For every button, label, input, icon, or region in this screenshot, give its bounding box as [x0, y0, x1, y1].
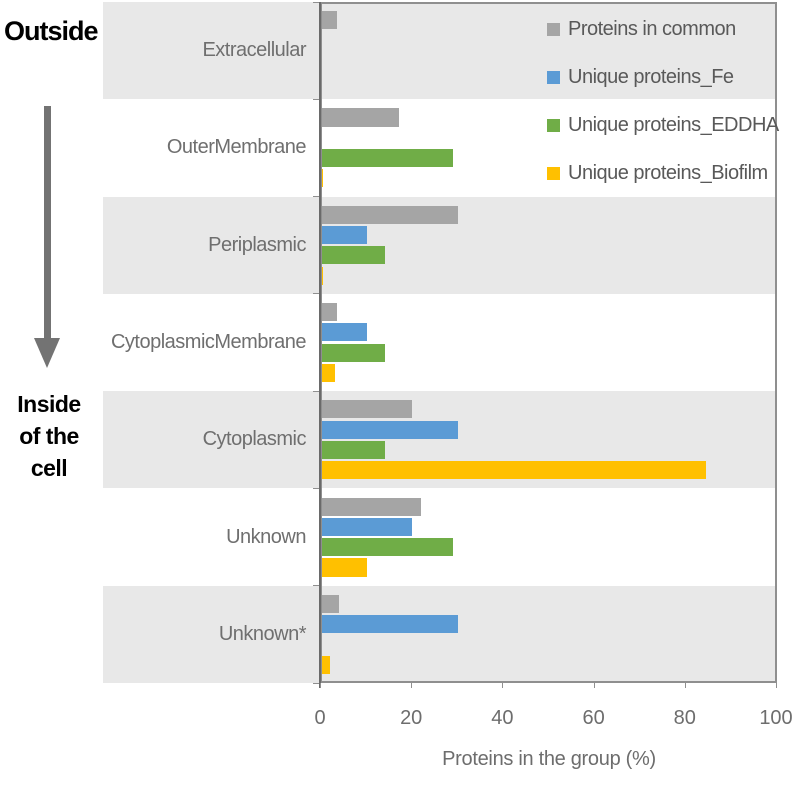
- row-stripe-unknown: [103, 585, 777, 683]
- row-stripe-unknown: [103, 488, 777, 586]
- bar-proteins-in-common-periplasmic: [321, 205, 458, 224]
- legend-label-proteins-in-common: Proteins in common: [568, 17, 736, 40]
- category-tick: [313, 390, 321, 392]
- category-tick: [313, 487, 321, 489]
- legend-swatch-unique-proteins-biofilm: [547, 166, 560, 180]
- legend-swatch-proteins-in-common: [547, 22, 560, 36]
- bar-unique-proteins-fe-unknown: [321, 517, 413, 537]
- plot-border: [320, 2, 777, 683]
- bar-unique-proteins-eddha-cytoplasmic: [321, 440, 385, 460]
- legend-item-proteins-in-common: Proteins in common: [547, 18, 736, 40]
- category-tick: [313, 1, 321, 3]
- x-axis-tick-label: 40: [491, 707, 514, 729]
- inside-label: Inside of the cell: [17, 391, 81, 482]
- bar-proteins-in-common-cytoplasmicmembrane: [321, 302, 337, 322]
- bar-unique-proteins-eddha-unknown: [321, 538, 454, 557]
- bar-unique-proteins-biofilm-cytoplasmic: [321, 461, 707, 480]
- x-axis-tick-label: 0: [314, 707, 326, 729]
- bar-proteins-in-common-unknown: [321, 594, 340, 614]
- x-axis-tick-label: 20: [400, 707, 423, 729]
- outside-label: Outside: [4, 16, 99, 46]
- row-stripe-extracellular: [103, 2, 777, 100]
- bar-unique-proteins-biofilm-unknown: [321, 558, 367, 577]
- bar-unique-proteins-fe-cytoplasmicmembrane: [321, 323, 367, 342]
- x-axis-tick-label: 80: [673, 707, 696, 729]
- x-axis-tick: [684, 683, 686, 688]
- x-axis-tick-label: 100: [759, 707, 792, 729]
- category-tick: [313, 98, 321, 100]
- legend-swatch-unique-proteins-eddha: [547, 118, 560, 132]
- x-axis-tick: [411, 683, 413, 688]
- y-axis-line: [319, 2, 321, 688]
- category-label-cytoplasmic: Cytoplasmic: [202, 428, 307, 451]
- x-axis-tick-label: 60: [582, 707, 605, 729]
- legend-label-unique-proteins-biofilm: Unique proteins_Biofilm: [568, 161, 768, 184]
- bar-unique-proteins-eddha-cytoplasmicmembrane: [321, 343, 385, 362]
- x-axis-tick: [593, 683, 595, 688]
- bar-unique-proteins-fe-unknown: [321, 615, 458, 634]
- category-label-periplasmic: Periplasmic: [208, 233, 306, 256]
- bar-unique-proteins-biofilm-cytoplasmicmembrane: [321, 363, 335, 383]
- category-label-extracellular: Extracellular: [202, 39, 306, 62]
- category-tick: [313, 293, 321, 295]
- category-tick: [313, 585, 321, 587]
- x-axis-tick: [320, 683, 321, 688]
- bar-unique-proteins-fe-cytoplasmic: [321, 420, 458, 439]
- outside-to-inside-arrow-head: [34, 338, 60, 368]
- bar-unique-proteins-fe-periplasmic: [321, 225, 367, 245]
- legend-item-unique-proteins-biofilm: Unique proteins_Biofilm: [547, 162, 768, 184]
- outside-to-inside-arrow-shaft: [44, 106, 51, 339]
- row-stripe-outermembrane: [103, 99, 777, 197]
- x-axis-tick: [776, 683, 777, 688]
- legend-label-unique-proteins-fe: Unique proteins_Fe: [568, 65, 734, 88]
- category-label-outermembrane: OuterMembrane: [166, 136, 307, 159]
- bar-proteins-in-common-outermembrane: [321, 108, 399, 127]
- category-label-unknown: Unknown: [226, 525, 306, 548]
- legend-label-unique-proteins-eddha: Unique proteins_EDDHA: [568, 113, 779, 136]
- x-axis-tick: [502, 683, 504, 688]
- legend-swatch-unique-proteins-fe: [547, 70, 560, 84]
- legend-item-unique-proteins-fe: Unique proteins_Fe: [547, 66, 734, 88]
- category-label-cytoplasmicmembrane: CytoplasmicMembrane: [110, 330, 307, 353]
- bar-unique-proteins-eddha-outermembrane: [321, 148, 454, 168]
- bar-proteins-in-common-extracellular: [321, 11, 337, 30]
- bar-unique-proteins-eddha-periplasmic: [321, 246, 385, 265]
- row-stripe-cytoplasmicmembrane: [103, 293, 777, 392]
- bar-proteins-in-common-unknown: [321, 497, 422, 516]
- bar-proteins-in-common-cytoplasmic: [321, 400, 413, 419]
- bar-unique-proteins-biofilm-unknown: [321, 655, 331, 674]
- category-tick: [313, 682, 321, 684]
- category-tick: [313, 196, 321, 198]
- x-axis-title: Proteins in the group (%): [442, 748, 656, 770]
- category-label-unknown: Unknown*: [218, 622, 307, 645]
- legend-item-unique-proteins-eddha: Unique proteins_EDDHA: [547, 114, 779, 136]
